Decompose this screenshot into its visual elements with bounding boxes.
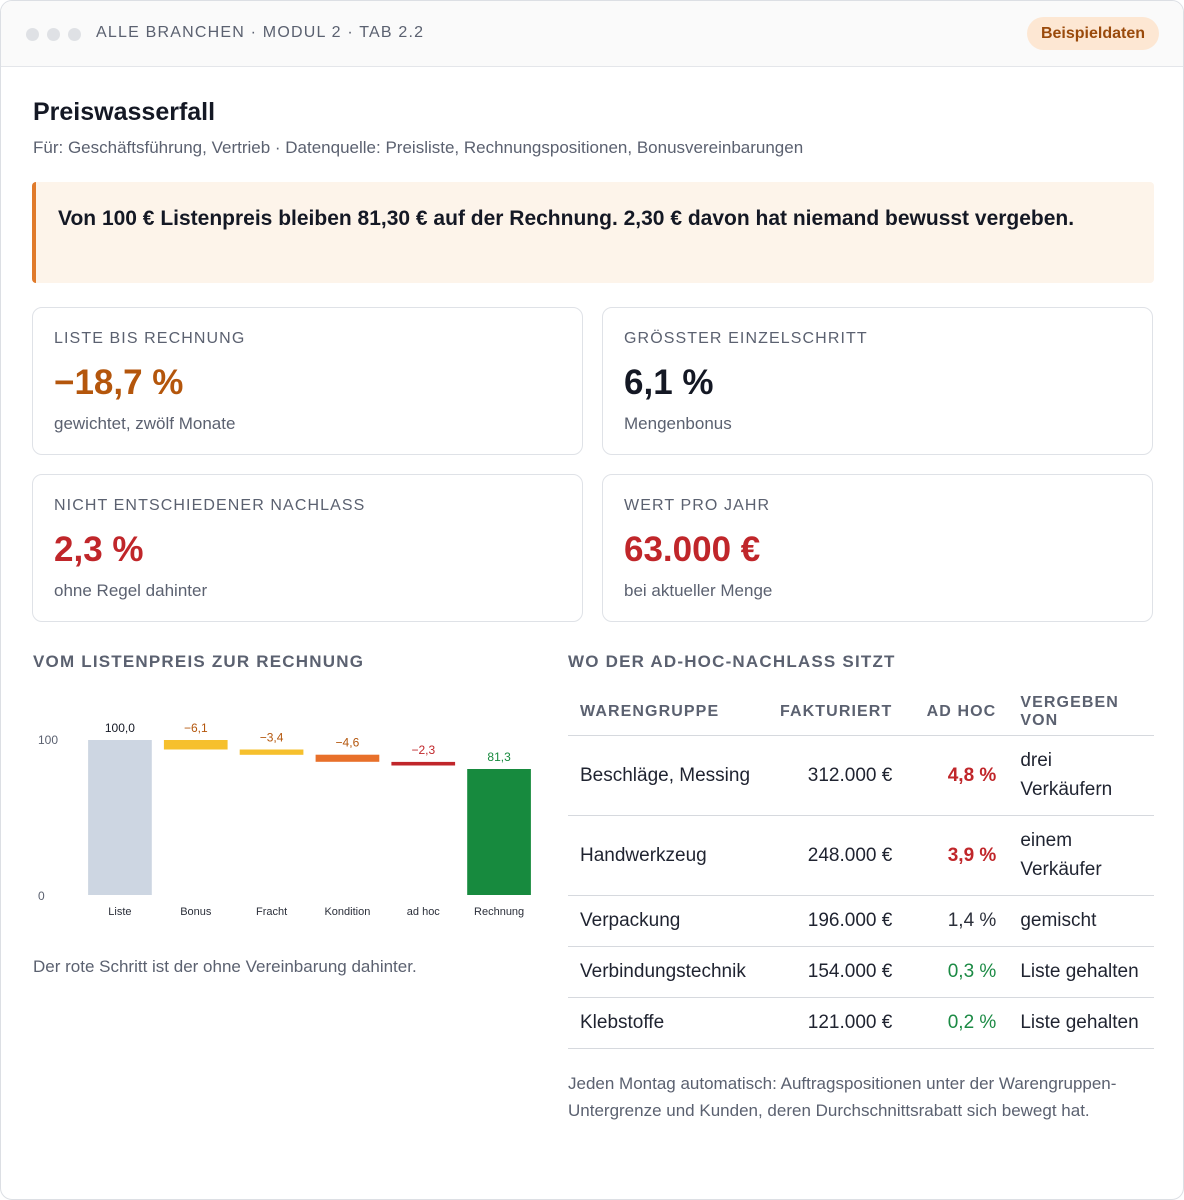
col-header-group: WARENGRUPPE — [568, 689, 768, 736]
kpi-label: LISTE BIS RECHNUNG — [54, 330, 246, 347]
kpi-card-value-per-year: WERT PRO JAHR 63.000 € bei aktueller Men… — [602, 474, 1153, 622]
cell-group: Handwerkzeug — [568, 815, 768, 896]
col-header-by: VERGEBEN VON — [1008, 689, 1154, 736]
kpi-value: 6,1 % — [624, 363, 714, 402]
cell-adhoc: 4,8 % — [904, 735, 1009, 816]
kpi-value: −18,7 % — [54, 363, 184, 402]
cell-billed: 154.000 € — [768, 946, 905, 998]
kpi-card-undecided-discount: NICHT ENTSCHIEDENER NACHLASS 2,3 % ohne … — [32, 474, 583, 622]
col-header-adhoc: AD HOC — [904, 689, 1009, 736]
page-subtitle: Für: Geschäftsführung, Vertrieb · Datenq… — [33, 138, 804, 157]
table-row: Handwerkzeug 248.000 € 3,9 % einem Verkä… — [568, 815, 1154, 896]
kpi-label: WERT PRO JAHR — [624, 497, 771, 514]
cell-billed: 121.000 € — [768, 997, 905, 1049]
table-row: Verbindungstechnik 154.000 € 0,3 % Liste… — [568, 946, 1154, 998]
cell-billed: 248.000 € — [768, 815, 905, 896]
cell-group: Verpackung — [568, 895, 768, 947]
x-tick-label: ad hoc — [407, 906, 441, 918]
cell-adhoc: 3,9 % — [904, 815, 1009, 896]
cell-group: Beschläge, Messing — [568, 735, 768, 816]
bar-value-label: −6,1 — [184, 721, 208, 735]
cell-group: Klebstoffe — [568, 997, 768, 1049]
kpi-label: GRÖSSTER EINZELSCHRITT — [624, 330, 868, 347]
chart-note: Der rote Schritt ist der ohne Vereinbaru… — [33, 957, 417, 976]
cell-adhoc: 0,2 % — [904, 997, 1009, 1049]
table-heading: WO DER AD-HOC-NACHLASS SITZT — [568, 652, 896, 671]
x-tick-label: Kondition — [324, 906, 370, 918]
title-bar: ALLE BRANCHEN · MODUL 2 · TAB 2.2 Beispi… — [1, 1, 1183, 67]
waterfall-bar-ad-hoc — [391, 761, 456, 766]
table-header-row: WARENGRUPPE FAKTURIERT AD HOC VERGEBEN V… — [568, 689, 1154, 736]
callout-text: Von 100 € Listenpreis bleiben 81,30 € au… — [58, 207, 1075, 230]
cell-by: drei Verkäufern — [1008, 735, 1154, 816]
cell-billed: 196.000 € — [768, 895, 905, 947]
x-tick-label: Fracht — [256, 906, 287, 918]
cell-adhoc: 1,4 % — [904, 895, 1009, 947]
kpi-label: NICHT ENTSCHIEDENER NACHLASS — [54, 497, 366, 514]
key-insight-callout: Von 100 € Listenpreis bleiben 81,30 € au… — [32, 182, 1154, 283]
waterfall-bar-bonus — [163, 740, 228, 750]
cell-billed: 312.000 € — [768, 735, 905, 816]
bar-value-label: −4,6 — [336, 736, 360, 750]
y-tick-label: 0 — [38, 889, 45, 903]
window-zoom-dot[interactable] — [68, 28, 81, 41]
bar-value-label: 81,3 — [487, 750, 511, 764]
kpi-card-largest-step: GRÖSSTER EINZELSCHRITT 6,1 % Mengenbonus — [602, 307, 1153, 455]
sample-data-badge: Beispieldaten — [1026, 17, 1159, 50]
cell-adhoc: 0,3 % — [904, 946, 1009, 998]
y-tick-label: 100 — [38, 733, 58, 747]
waterfall-bar-liste — [88, 740, 152, 895]
kpi-note: bei aktueller Menge — [624, 581, 773, 600]
waterfall-bar-fracht — [239, 749, 304, 755]
kpi-value: 2,3 % — [54, 530, 144, 569]
kpi-note: Mengenbonus — [624, 414, 732, 433]
x-tick-label: Rechnung — [474, 906, 524, 918]
bar-value-label: −2,3 — [411, 743, 435, 757]
bar-value-label: 100,0 — [105, 721, 135, 735]
page-title: Preiswasserfall — [33, 98, 216, 126]
cell-by: Liste gehalten — [1008, 997, 1154, 1049]
kpi-note: gewichtet, zwölf Monate — [54, 414, 236, 433]
kpi-value: 63.000 € — [624, 530, 761, 569]
cell-by: gemischt — [1008, 895, 1154, 947]
waterfall-chart: 0 100 100,0 Liste −6,1 Bonus −3,4 Fracht −4,6 Kon… — [38, 721, 531, 918]
window-minimize-dot[interactable] — [47, 28, 60, 41]
chart-heading: VOM LISTENPREIS ZUR RECHNUNG — [33, 652, 365, 671]
x-tick-label: Liste — [108, 906, 131, 918]
cell-group: Verbindungstechnik — [568, 946, 768, 998]
table-row: Verpackung 196.000 € 1,4 % gemischt — [568, 895, 1154, 947]
cell-by: Liste gehalten — [1008, 946, 1154, 998]
col-header-billed: FAKTURIERT — [768, 689, 905, 736]
x-tick-label: Bonus — [180, 906, 212, 918]
table-row: Klebstoffe 121.000 € 0,2 % Liste gehalte… — [568, 997, 1154, 1049]
breadcrumb: ALLE BRANCHEN · MODUL 2 · TAB 2.2 — [96, 24, 425, 41]
table-row: Beschläge, Messing 312.000 € 4,8 % drei … — [568, 735, 1154, 816]
kpi-note: ohne Regel dahinter — [54, 581, 208, 600]
bar-value-label: −3,4 — [260, 731, 284, 745]
window-close-dot[interactable] — [26, 28, 39, 41]
cell-by: einem Verkäufer — [1008, 815, 1154, 896]
kpi-card-list-to-invoice: LISTE BIS RECHNUNG −18,7 % gewichtet, zw… — [32, 307, 583, 455]
adhoc-table: WARENGRUPPE FAKTURIERT AD HOC VERGEBEN V… — [568, 689, 1154, 1049]
waterfall-bar-kondition — [315, 754, 380, 762]
waterfall-bar-rechnung — [467, 769, 531, 895]
table-footnote: Jeden Montag automatisch: Auftragspositi… — [568, 1074, 1117, 1120]
